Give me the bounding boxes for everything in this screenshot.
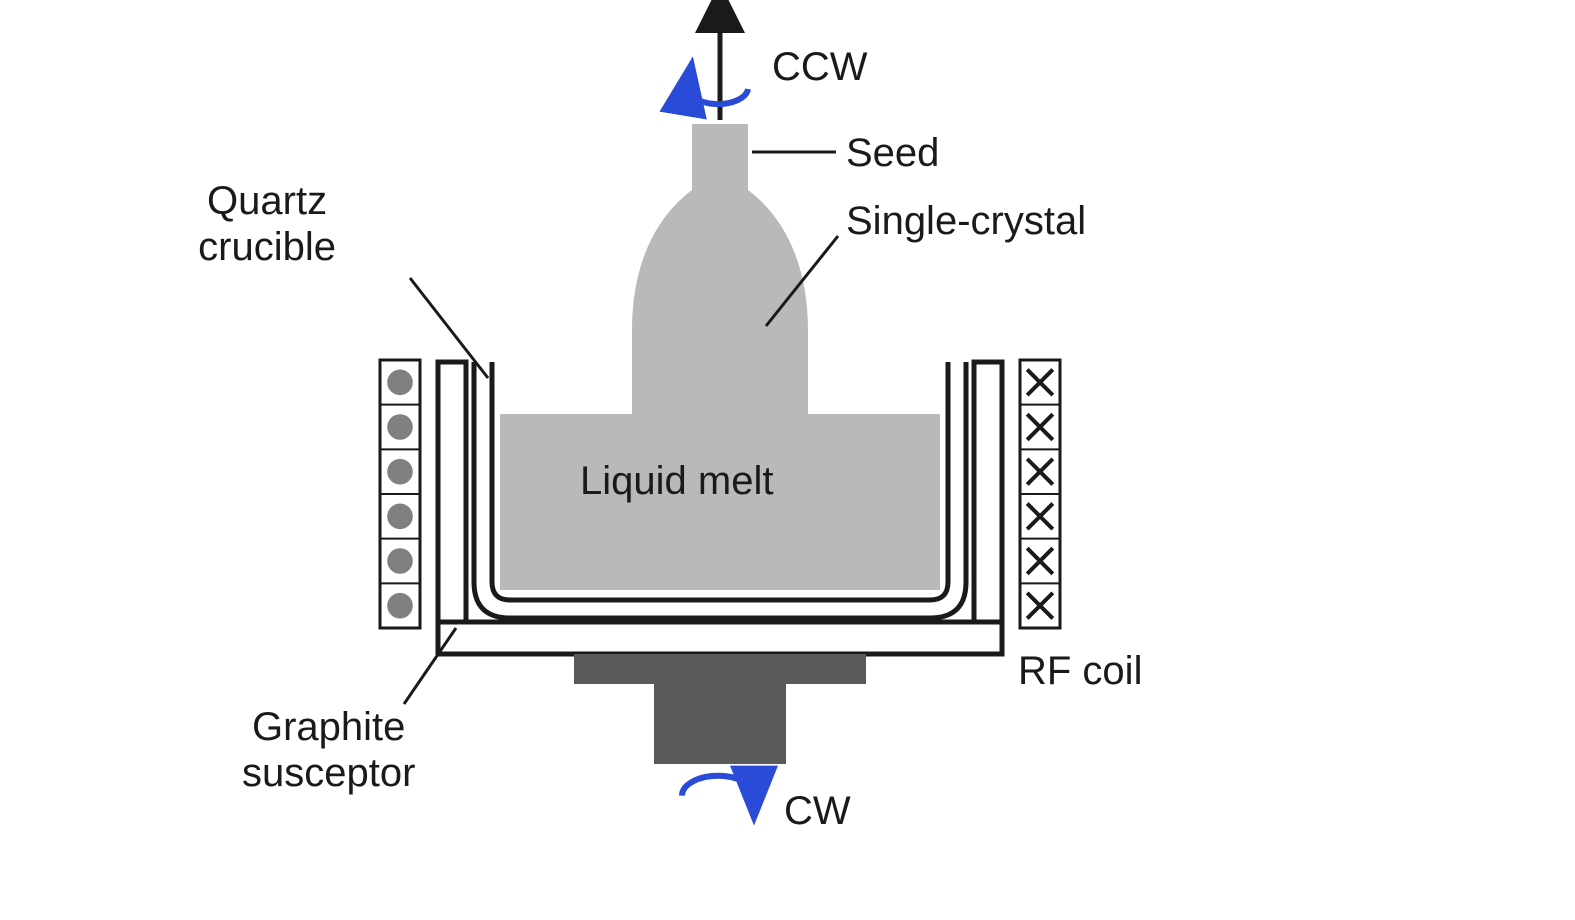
label-quartz-crucible: Quartz crucible <box>198 178 336 270</box>
diagram-stage: CCW Seed Single-crystal Quartz crucible … <box>0 0 1575 920</box>
graphite-susceptor-wall-right <box>974 362 1002 622</box>
graphite-susceptor-wall-left <box>438 362 466 622</box>
label-rf-coil: RF coil <box>1018 648 1142 694</box>
support-lower <box>654 684 786 764</box>
graphite-susceptor-base <box>438 622 1002 654</box>
leader-graphite-susceptor <box>404 628 456 704</box>
rf-coil-dot <box>387 504 413 530</box>
single-crystal-shape <box>632 124 808 414</box>
czochralski-diagram <box>0 0 1575 920</box>
rf-coil-dot <box>387 370 413 396</box>
cw-rotation-arrow <box>682 776 754 796</box>
support-upper <box>574 654 866 684</box>
rf-coil-dot <box>387 593 413 619</box>
label-seed: Seed <box>846 130 939 176</box>
label-ccw: CCW <box>772 44 868 90</box>
label-graphite-susceptor: Graphite susceptor <box>242 704 415 796</box>
label-cw: CW <box>784 788 851 834</box>
rf-coil-dot <box>387 548 413 574</box>
rf-coil-dot <box>387 414 413 440</box>
rf-coil-dot <box>387 459 413 485</box>
label-single-crystal: Single-crystal <box>846 198 1086 244</box>
label-liquid-melt: Liquid melt <box>580 458 773 504</box>
